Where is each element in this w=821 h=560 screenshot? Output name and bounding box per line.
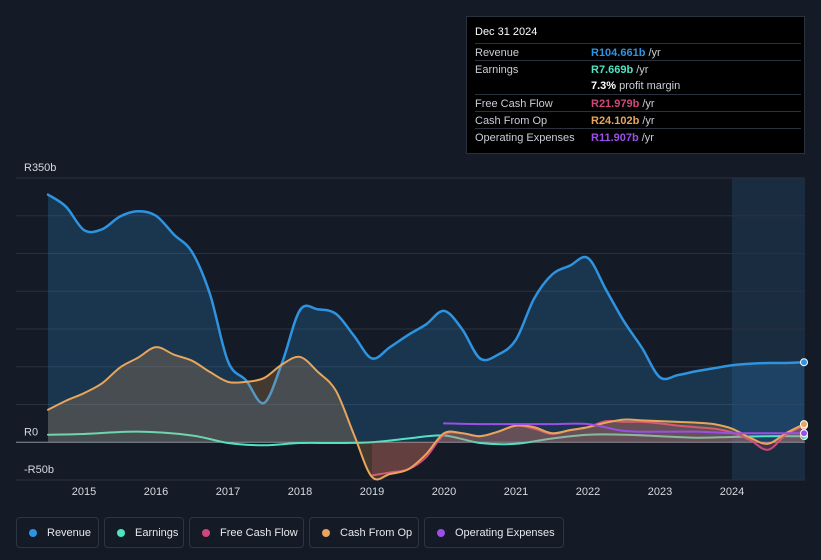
tooltip-label: Revenue xyxy=(475,47,520,59)
legend-operating-expenses[interactable]: Operating Expenses xyxy=(424,517,564,548)
tooltip-label: Operating Expenses xyxy=(475,132,575,144)
tooltip-label: Cash From Op xyxy=(475,115,548,127)
revenue-end-point xyxy=(800,358,808,367)
legend-dot-icon xyxy=(117,528,125,537)
y-tick-label: R350b xyxy=(24,162,56,174)
y-tick-label: R0 xyxy=(24,426,38,438)
x-tick-label: 2023 xyxy=(648,486,672,498)
legend-revenue[interactable]: Revenue xyxy=(16,517,99,548)
operating-expenses-line xyxy=(443,422,805,435)
cash-from-op-line xyxy=(47,346,805,481)
tooltip-row-fcf: Free Cash Flow R21.979b/yr xyxy=(475,94,801,112)
tooltip-value: R24.102b/yr xyxy=(591,115,655,127)
legend-label: Cash From Op xyxy=(340,526,413,539)
legend-dot-icon xyxy=(29,528,37,537)
x-tick-label: 2021 xyxy=(504,486,528,498)
tooltip-row-revenue: Revenue R104.661b/yr xyxy=(475,43,801,61)
legend-cash-from-op[interactable]: Cash From Op xyxy=(309,517,419,548)
x-tick-label: 2016 xyxy=(144,486,168,498)
tooltip-label: Earnings xyxy=(475,64,519,76)
x-tick-label: 2018 xyxy=(288,486,312,498)
x-tick-label: 2017 xyxy=(216,486,240,498)
tooltip-row-cfo: Cash From Op R24.102b/yr xyxy=(475,111,801,129)
tooltip-label: Free Cash Flow xyxy=(475,98,553,110)
tooltip-row-opex: Operating Expenses R11.907b/yr xyxy=(475,128,801,146)
tooltip-value: R104.661b/yr xyxy=(591,47,661,59)
legend-label: Earnings xyxy=(135,526,179,539)
legend-label: Free Cash Flow xyxy=(220,526,298,539)
revenue-area xyxy=(48,194,804,443)
legend-label: Revenue xyxy=(47,526,92,539)
tooltip-date: Dec 31 2024 xyxy=(475,26,538,38)
legend-free-cash-flow[interactable]: Free Cash Flow xyxy=(189,517,304,548)
x-tick-label: 2019 xyxy=(360,486,384,498)
legend-label: Operating Expenses xyxy=(455,526,555,539)
operating-expenses-end-point xyxy=(800,429,808,438)
legend-earnings[interactable]: Earnings xyxy=(104,517,184,548)
tooltip-value: R11.907b/yr xyxy=(591,132,654,144)
legend-dot-icon xyxy=(437,528,445,537)
tooltip-value: R21.979b/yr xyxy=(591,98,655,110)
tooltip-value: R7.669b/yr xyxy=(591,64,649,76)
tooltip-row-earnings: Earnings R7.669b/yr xyxy=(475,60,801,78)
tooltip-value: 7.3% profit margin xyxy=(591,80,681,92)
x-tick-label: 2015 xyxy=(72,486,96,498)
y-tick-label: -R50b xyxy=(24,464,54,476)
x-tick-label: 2020 xyxy=(432,486,456,498)
cash-from-op-end-point xyxy=(800,420,808,429)
revenue-line xyxy=(46,193,806,405)
x-tick-label: 2024 xyxy=(720,486,744,498)
tooltip: Dec 31 2024 Revenue R104.661b/yr Earning… xyxy=(466,16,805,154)
x-tick-label: 2022 xyxy=(576,486,600,498)
free-cash-flow-area xyxy=(372,420,804,476)
tooltip-row-margin: 7.3% profit margin xyxy=(475,77,801,94)
legend-dot-icon xyxy=(202,528,210,537)
legend-dot-icon xyxy=(322,528,330,537)
